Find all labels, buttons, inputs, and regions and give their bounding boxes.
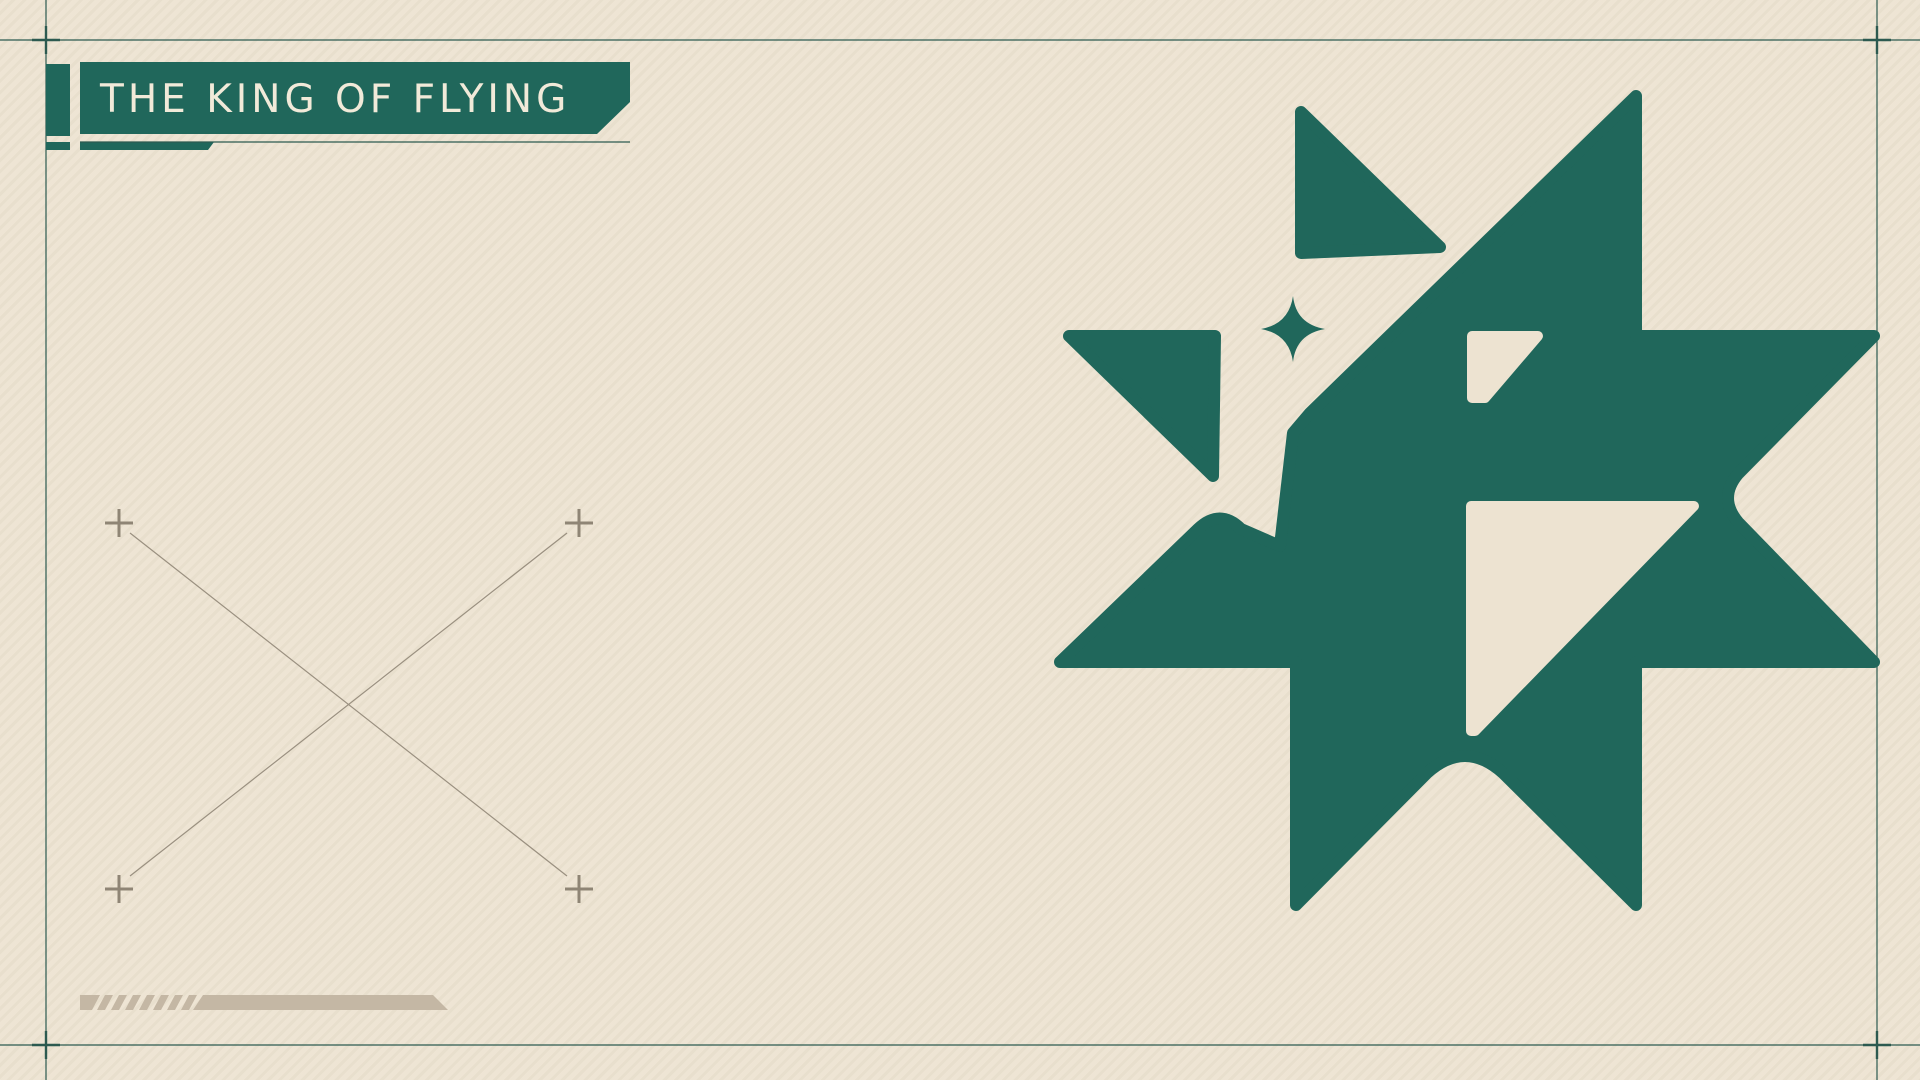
logo-top-triangle: [1295, 106, 1446, 259]
sparkle-icon: [1261, 296, 1325, 362]
loading-bar-fill: [193, 995, 448, 1010]
screen-title: THE KING OF FLYING: [100, 77, 571, 122]
loading-bar: [80, 995, 448, 1010]
logo-star-body: [1054, 90, 1880, 911]
crosshair-bottom-right-icon: [565, 875, 593, 903]
corner-crosshair-bottom-right-icon: [1863, 1031, 1891, 1059]
crosshair-bottom-left-icon: [105, 875, 133, 903]
crosshair-top-left-icon: [105, 509, 133, 537]
logo-inner-notch-lower: [1466, 501, 1699, 736]
corner-crosshair-top-right-icon: [1863, 26, 1891, 54]
title-banner-plate: [80, 62, 630, 134]
logo-left-triangle: [1063, 330, 1221, 482]
crosshair-top-right-icon: [565, 509, 593, 537]
title-banner-tab: [46, 64, 70, 136]
logo-inner-notch-upper: [1467, 331, 1543, 403]
corner-crosshair-bottom-left-icon: [32, 1031, 60, 1059]
corner-crosshair-top-left-icon: [32, 26, 60, 54]
title-banner: [46, 62, 630, 150]
target-placeholder: [105, 509, 593, 903]
game-logo-emblem: [1054, 90, 1880, 911]
